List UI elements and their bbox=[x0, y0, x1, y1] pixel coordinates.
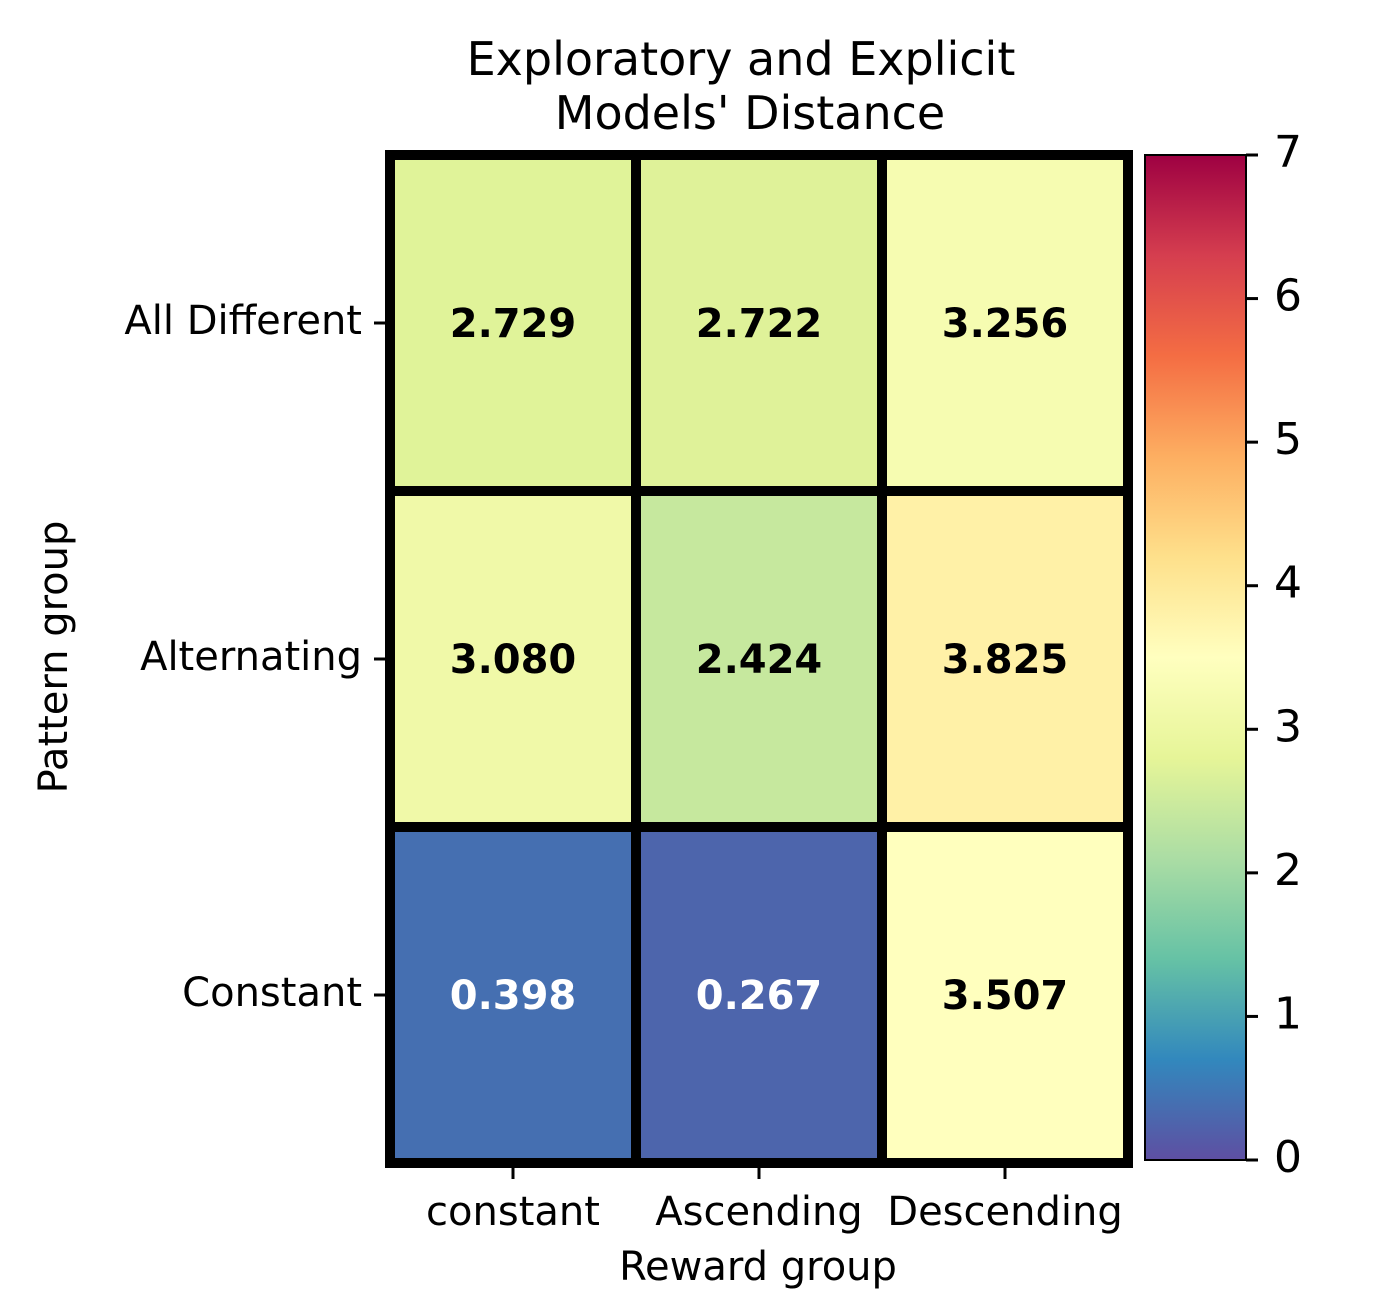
y-tick-label: Constant bbox=[182, 970, 362, 1016]
cell-value-label: 2.729 bbox=[450, 301, 577, 347]
colorbar-tick-label: 7 bbox=[1274, 127, 1302, 178]
colorbar-tick-label: 2 bbox=[1274, 845, 1302, 896]
x-axis-label: Reward group bbox=[619, 1244, 897, 1290]
cell-value-label: 3.080 bbox=[450, 637, 577, 683]
heatmap-cell bbox=[631, 822, 887, 1168]
cell-value-label: 3.825 bbox=[942, 637, 1069, 683]
axis-ticks: constant Ascending Descending All Different… bbox=[124, 298, 1122, 1235]
chart-title-line-2: Models' Distance bbox=[555, 86, 945, 140]
y-tick-label: Alternating bbox=[140, 634, 362, 680]
heatmap-cell bbox=[877, 486, 1133, 832]
colorbar-tick-label: 5 bbox=[1274, 414, 1302, 465]
heatmap-cell bbox=[385, 822, 641, 1168]
colorbar-gradient bbox=[1144, 154, 1247, 1161]
colorbar-tick-label: 6 bbox=[1274, 271, 1302, 322]
cell-value-label: 0.398 bbox=[450, 973, 577, 1019]
heatmap-cells bbox=[385, 150, 1133, 1168]
cell-value-label: 3.256 bbox=[942, 301, 1069, 347]
chart-title-line-1: Exploratory and Explicit bbox=[467, 32, 1016, 86]
colorbar-tick-label: 0 bbox=[1274, 1132, 1302, 1183]
heatmap-cell bbox=[877, 822, 1133, 1168]
heatmap-cell bbox=[385, 150, 641, 496]
colorbar: 0 1 2 3 4 5 6 7 bbox=[1144, 127, 1302, 1183]
cell-value-label: 2.424 bbox=[696, 637, 823, 683]
cell-value-label: 0.267 bbox=[696, 973, 823, 1019]
colorbar-tick-label: 3 bbox=[1274, 701, 1302, 752]
colorbar-tick-label: 4 bbox=[1274, 558, 1302, 609]
y-axis-label: Pattern group bbox=[31, 521, 77, 794]
x-tick-label: constant bbox=[426, 1189, 600, 1235]
x-tick-label: Descending bbox=[887, 1189, 1122, 1235]
cell-value-label: 3.507 bbox=[942, 973, 1069, 1019]
x-tick-label: Ascending bbox=[655, 1189, 862, 1235]
y-tick-label: All Different bbox=[124, 298, 362, 344]
colorbar-tick-label: 1 bbox=[1274, 988, 1302, 1039]
heatmap-annotations: 2.729 2.722 3.256 3.080 2.424 3.825 0.398 0.267… bbox=[450, 301, 1069, 1019]
colorbar-ticks: 0 1 2 3 4 5 6 7 bbox=[1246, 127, 1302, 1183]
cell-value-label: 2.722 bbox=[696, 301, 823, 347]
